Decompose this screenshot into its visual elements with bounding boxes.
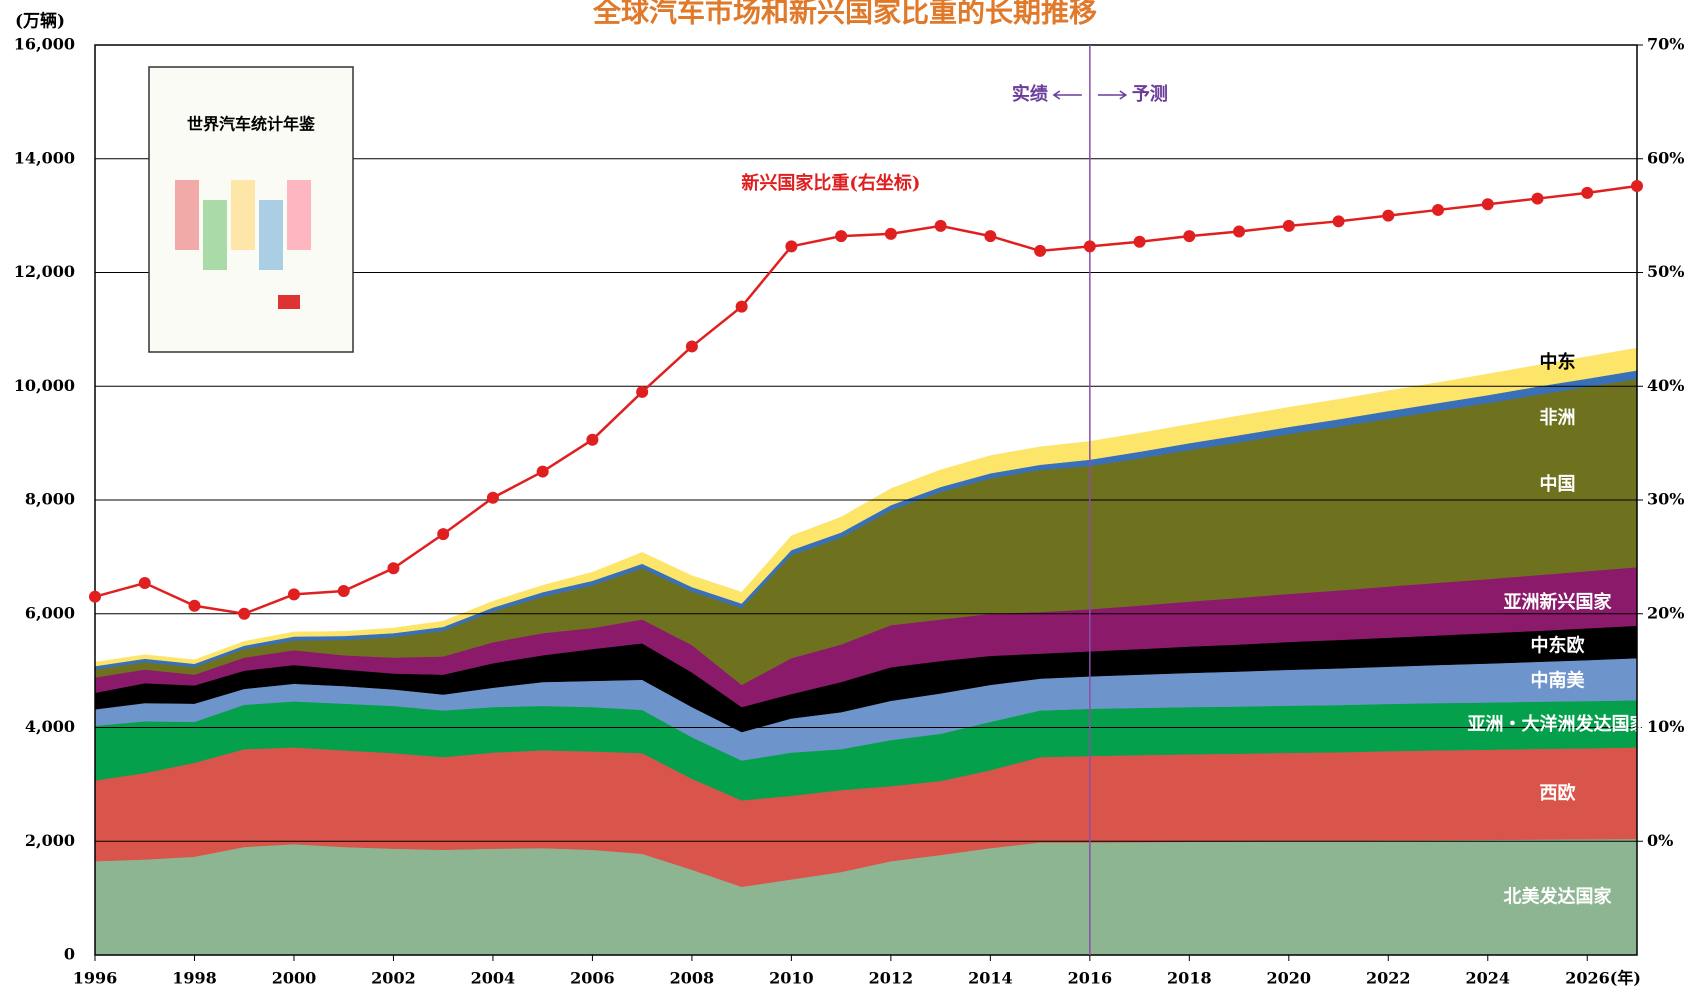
line-marker [1481, 198, 1494, 211]
line-marker [1133, 235, 1146, 248]
line-marker [636, 385, 649, 398]
cover-art [259, 200, 283, 270]
y-tick-label: 16,000 [14, 35, 75, 54]
line-marker [337, 585, 350, 597]
line-marker [1233, 225, 1246, 238]
line-marker [586, 433, 599, 446]
inset-cover: 世界汽车统计年鉴 [148, 66, 354, 353]
x-tick-label: 2018 [1167, 969, 1212, 988]
line-marker [1631, 180, 1643, 193]
y2-tick-label: 60% [1647, 148, 1684, 167]
line-marker [685, 340, 698, 353]
line-marker [89, 590, 101, 603]
x-tick-label: 2016 [1068, 969, 1113, 988]
series-label: 中东 [1540, 351, 1576, 373]
line-marker [138, 577, 151, 590]
line [94, 184, 1638, 616]
cover-art [231, 180, 255, 250]
x-tick-label: 2024 [1466, 969, 1511, 988]
y2-tick-label: 10% [1647, 717, 1684, 736]
y-tick-label: 8,000 [25, 490, 75, 509]
series-label: 亚洲・大洋洲发达国家 [1468, 713, 1649, 735]
series-label: 西欧 [1540, 782, 1576, 804]
line-marker [934, 219, 947, 232]
line-marker [1581, 186, 1594, 199]
x-tick-label: 2004 [471, 969, 516, 988]
y2-tick-label: 70% [1647, 35, 1684, 54]
x-tick-label: 2020 [1267, 969, 1312, 988]
y-tick-label: 12,000 [14, 262, 75, 281]
line-marker [735, 300, 748, 313]
line-marker [1183, 230, 1196, 243]
x-tick-label: 2026(年) [1565, 969, 1641, 988]
line-marker [835, 230, 848, 243]
y-tick-label: 4,000 [25, 717, 75, 736]
series-label: 中国 [1540, 473, 1576, 495]
y-tick-label: 0 [64, 945, 75, 964]
series-label: 中东欧 [1531, 634, 1585, 656]
line-marker [984, 230, 997, 243]
x-tick-label: 1998 [172, 969, 217, 988]
line-marker [486, 491, 499, 504]
y2-tick-label: 30% [1647, 490, 1684, 509]
x-tick-label: 2008 [670, 969, 715, 988]
y2-tick-label: 50% [1647, 262, 1684, 281]
cover-art [278, 295, 300, 309]
x-tick-label: 2006 [570, 969, 615, 988]
y-tick-label: 10,000 [14, 376, 75, 395]
cover-art [203, 200, 227, 270]
plot-frame [94, 44, 1638, 956]
y-axis-unit: (万辆) [15, 11, 65, 32]
chart-title: 全球汽车市场和新兴国家比重的长期推移 [592, 0, 1097, 29]
series-label: 非洲 [1540, 407, 1576, 429]
line-marker [1432, 203, 1445, 216]
series-label: 北美发达国家 [1504, 885, 1613, 907]
cover-art [175, 180, 199, 250]
y-tick-label: 6,000 [25, 603, 75, 622]
x-tick-label: 2012 [869, 969, 914, 988]
line-marker [287, 588, 300, 601]
cover-art [287, 180, 311, 250]
line-marker [884, 227, 897, 240]
series-label: 亚洲新兴国家 [1504, 591, 1613, 613]
line-marker [437, 528, 450, 541]
x-tick-label: 2002 [371, 969, 416, 988]
line-marker [1382, 209, 1395, 222]
line-marker [238, 607, 251, 620]
line-marker [1083, 240, 1096, 253]
y2-tick-label: 0% [1647, 831, 1673, 850]
line-marker [536, 465, 549, 478]
line-label: 新兴国家比重(右坐标) [741, 172, 920, 194]
x-tick-label: 2014 [968, 969, 1013, 988]
line-marker [1034, 244, 1047, 257]
line-marker [387, 562, 400, 575]
series-label: 中南美 [1531, 670, 1585, 692]
cover-title: 世界汽车统计年鉴 [187, 115, 316, 134]
y2-tick-label: 40% [1647, 376, 1684, 395]
annotation: 实绩 [1012, 83, 1048, 105]
x-tick-label: 1996 [73, 969, 118, 988]
line-marker [1332, 215, 1345, 228]
y-tick-label: 2,000 [25, 831, 75, 850]
x-tick-label: 2022 [1366, 969, 1411, 988]
line-marker [1282, 219, 1295, 232]
y2-tick-label: 20% [1647, 603, 1684, 622]
line-marker [1531, 192, 1544, 205]
annotation: 予测 [1132, 83, 1168, 105]
y-tick-label: 14,000 [14, 148, 75, 167]
line-marker [785, 240, 798, 253]
line-marker [188, 599, 201, 612]
x-tick-label: 2000 [272, 969, 317, 988]
x-tick-label: 2010 [769, 969, 814, 988]
arrow [1052, 90, 1128, 100]
